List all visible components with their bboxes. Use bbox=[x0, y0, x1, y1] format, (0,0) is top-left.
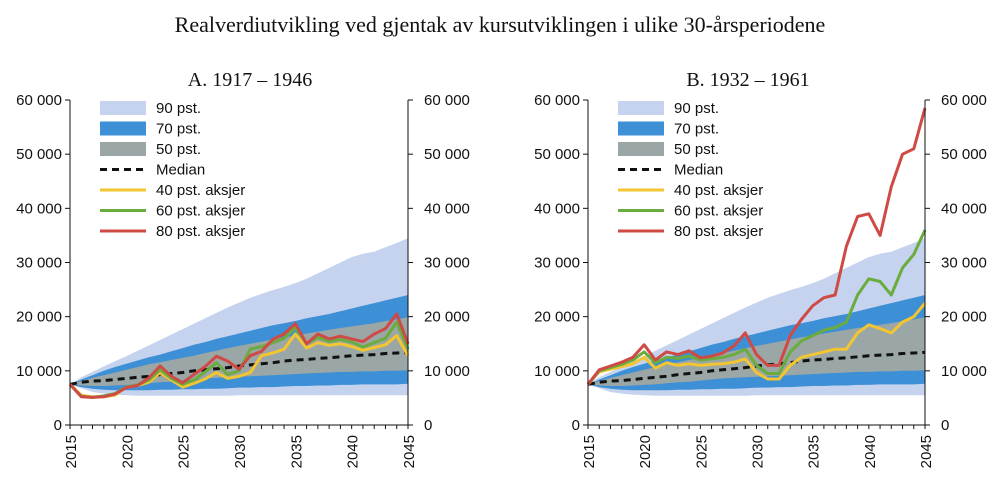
panel1-line-s80 bbox=[68, 312, 410, 399]
panel2-ytick-label-left: 60 000 bbox=[534, 92, 580, 109]
panel1-xtick-label: 2045 bbox=[401, 435, 418, 468]
panel2-legend-label-p50: 50 pst. bbox=[674, 141, 719, 158]
panel1-ytick-label-right: 60 000 bbox=[424, 92, 470, 109]
panel2-line-s80 bbox=[586, 107, 927, 386]
panel2-ytick-label-left: 10 000 bbox=[534, 363, 580, 380]
panel1-ytick-label-right: 20 000 bbox=[424, 309, 470, 326]
panel2-ytick-label-left: 20 000 bbox=[534, 309, 580, 326]
panel1-ytick-label-left: 20 000 bbox=[16, 309, 62, 326]
panel2-legend-swatch-p70 bbox=[618, 121, 664, 136]
panel1-xtick-label: 2040 bbox=[345, 435, 362, 468]
panel2-ytick-label-left: 40 000 bbox=[534, 200, 580, 217]
panel2-ytick-label-right: 50 000 bbox=[941, 146, 987, 163]
panel2-xtick-label: 2030 bbox=[750, 435, 767, 468]
panel1-ytick-label-left: 40 000 bbox=[16, 200, 62, 217]
panel1-xtick-label: 2030 bbox=[232, 435, 249, 468]
panel2-ytick-label-left: 0 bbox=[572, 417, 580, 434]
panel1-ytick-label-left: 30 000 bbox=[16, 255, 62, 272]
panel2-ytick-label-right: 10 000 bbox=[941, 363, 987, 380]
panel2-ytick-label-right: 40 000 bbox=[941, 200, 987, 217]
panel2-ytick-label-left: 30 000 bbox=[534, 255, 580, 272]
chart-title: Realverdiutvikling ved gjentak av kursut… bbox=[174, 12, 826, 37]
panel2-ytick-label-right: 20 000 bbox=[941, 309, 987, 326]
panel1-ytick-label-left: 60 000 bbox=[16, 92, 62, 109]
panel2-xtick-label: 2015 bbox=[581, 435, 598, 468]
panel2-xtick-label: 2035 bbox=[806, 435, 823, 468]
panel1-xtick-label: 2015 bbox=[63, 435, 80, 468]
panel1-ytick-label-left: 0 bbox=[54, 417, 62, 434]
panel1-ytick-label-right: 50 000 bbox=[424, 146, 470, 163]
panel2-xtick-label: 2020 bbox=[637, 435, 654, 468]
panel2-xtick-label: 2045 bbox=[918, 435, 935, 468]
panel2-ytick-label-left: 50 000 bbox=[534, 146, 580, 163]
panel1-legend-swatch-p90 bbox=[100, 101, 146, 115]
panel2-ytick-label-right: 0 bbox=[941, 417, 949, 434]
panel1-ytick-label-left: 10 000 bbox=[16, 363, 62, 380]
panel1-ytick-label-right: 40 000 bbox=[424, 200, 470, 217]
panel2-legend-swatch-p90 bbox=[618, 101, 664, 115]
panel2-title: B. 1932 – 1961 bbox=[686, 69, 809, 91]
panel2-ytick-label-right: 60 000 bbox=[941, 92, 987, 109]
panel2-ytick-label-right: 30 000 bbox=[941, 255, 987, 272]
panel1-xtick-label: 2035 bbox=[288, 435, 305, 468]
panel2-legend-label-s60: 60 pst. aksjer bbox=[674, 203, 763, 220]
panel1-ytick-label-right: 0 bbox=[424, 417, 432, 434]
panel1-legend-label-s80: 80 pst. aksjer bbox=[156, 223, 245, 240]
panel1-band-p50 bbox=[70, 317, 408, 386]
panel1-ytick-label-right: 30 000 bbox=[424, 255, 470, 272]
panel1-legend-label-median: Median bbox=[156, 162, 205, 179]
panel1-ytick-label-right: 10 000 bbox=[424, 363, 470, 380]
panel1-legend-swatch-p70 bbox=[100, 121, 146, 136]
panel2-line-s60 bbox=[586, 229, 927, 386]
panel1-legend-label-p90: 90 pst. bbox=[156, 100, 201, 117]
panel1-legend-label-p70: 70 pst. bbox=[156, 121, 201, 138]
panel2-xtick-label: 2040 bbox=[862, 435, 879, 468]
panel2-legend-label-s40: 40 pst. aksjer bbox=[674, 182, 763, 199]
panel2-legend-label-p90: 90 pst. bbox=[674, 100, 719, 117]
panel1-ytick-label-left: 50 000 bbox=[16, 146, 62, 163]
panel2-xtick-label: 2025 bbox=[693, 435, 710, 468]
panel1-xtick-label: 2025 bbox=[176, 435, 193, 468]
panel2-legend-label-p70: 70 pst. bbox=[674, 121, 719, 138]
panel1-legend-label-p50: 50 pst. bbox=[156, 141, 201, 158]
panel1-legend-label-s60: 60 pst. aksjer bbox=[156, 203, 245, 220]
panel1-xtick-label: 2020 bbox=[119, 435, 136, 468]
panel2-line-s40 bbox=[586, 302, 927, 386]
panel1-line-median bbox=[69, 350, 409, 386]
panel2-legend-label-median: Median bbox=[674, 162, 723, 179]
panel2-legend-swatch-p50 bbox=[618, 142, 664, 156]
panel1-legend-swatch-p50 bbox=[100, 142, 146, 156]
panel1-title: A. 1917 – 1946 bbox=[188, 69, 312, 91]
panel2-legend-label-s80: 80 pst. aksjer bbox=[674, 223, 763, 240]
panel1-legend-label-s40: 40 pst. aksjer bbox=[156, 182, 245, 199]
